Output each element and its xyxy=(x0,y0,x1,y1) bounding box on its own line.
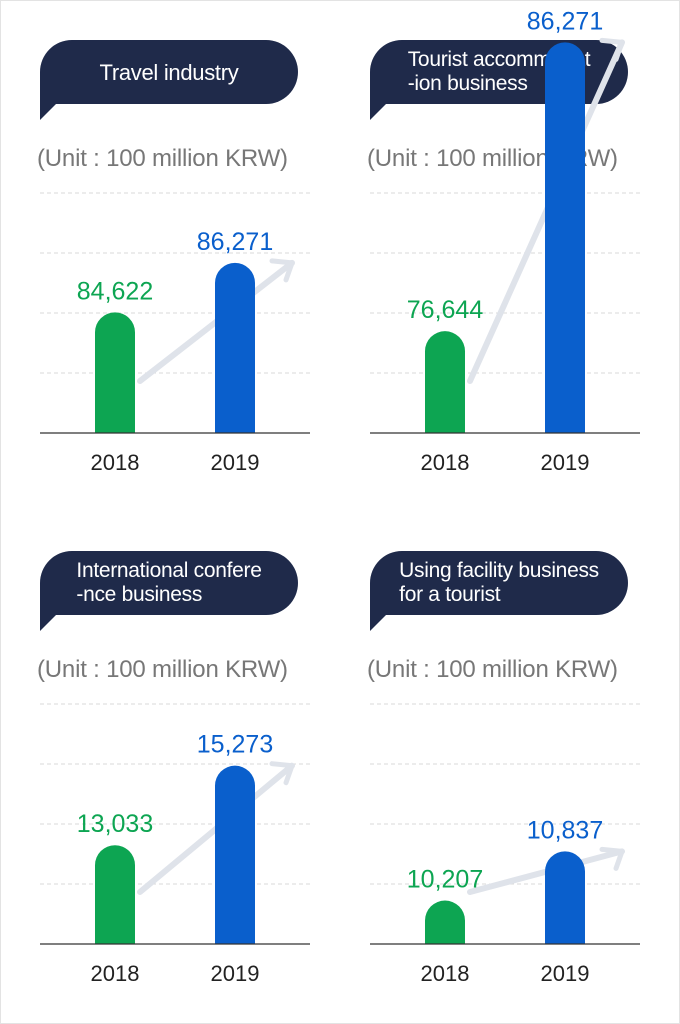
data-label-2019: 10,837 xyxy=(527,816,603,844)
data-label-2018: 76,644 xyxy=(407,296,484,324)
chart-title: Tourist accommodat -ion business xyxy=(407,48,591,95)
chart-title: International confere -nce business xyxy=(76,559,262,606)
unit-label: (Unit : 100 million KRW) xyxy=(37,656,288,683)
data-label-2019: 15,273 xyxy=(197,731,273,759)
unit-label: (Unit : 100 million KRW) xyxy=(367,656,618,683)
chart-plot: 10,207 2018 10,837 2019 xyxy=(370,701,640,986)
chart-title: Travel industry xyxy=(99,59,239,85)
title-tag-tail xyxy=(370,102,388,120)
x-tick-label-2018: 2018 xyxy=(421,961,470,986)
bar-2019 xyxy=(215,765,255,944)
x-tick-label-2019: 2019 xyxy=(541,961,590,986)
trend-arrow-head xyxy=(269,761,295,786)
bar-2019 xyxy=(545,42,585,434)
chart-panel-facility: Using facility business for a tourist (U… xyxy=(367,551,640,1021)
x-tick-label-2019: 2019 xyxy=(211,961,260,986)
x-tick-label-2018: 2018 xyxy=(91,961,140,986)
x-tick-label-2019: 2019 xyxy=(211,450,260,475)
x-tick-label-2018: 2018 xyxy=(91,450,140,475)
chart-plot: 76,644 2018 86,271 2019 xyxy=(370,7,640,475)
trend-arrow-head xyxy=(599,846,625,871)
x-tick-label-2019: 2019 xyxy=(541,450,590,475)
chart-panel-accommodation: Tourist accommodat -ion business (Unit :… xyxy=(367,7,640,510)
bar-chart: 76,644 2018 86,271 2019 xyxy=(370,7,640,475)
bar-2019 xyxy=(545,851,585,944)
chart-title: Using facility business for a tourist xyxy=(399,559,599,606)
bar-2019 xyxy=(215,262,255,433)
data-label-2018: 84,622 xyxy=(77,277,153,305)
chart-panel-conference: International confere -nce business (Uni… xyxy=(37,551,310,1021)
data-label-2018: 10,207 xyxy=(407,866,483,894)
data-label-2019: 86,271 xyxy=(197,228,273,256)
x-tick-label-2018: 2018 xyxy=(421,450,470,475)
chart-title-tag: Tourist accommodat -ion business xyxy=(370,40,628,104)
chart-title-tag: International confere -nce business xyxy=(40,551,298,615)
bar-chart: 84,622 2018 86,271 2019 xyxy=(40,192,310,475)
title-tag-tail xyxy=(40,102,58,120)
title-tag-tail xyxy=(40,613,58,631)
bar-2018 xyxy=(95,312,135,433)
trend-arrow-head xyxy=(599,37,625,62)
bar-2018 xyxy=(95,845,135,944)
unit-label: (Unit : 100 million KRW) xyxy=(37,145,288,172)
chart-plot: 84,622 2018 86,271 2019 xyxy=(40,190,310,475)
chart-plot: 13,033 2018 15,273 2019 xyxy=(40,701,310,986)
bar-2018 xyxy=(425,331,465,433)
trend-arrow-head xyxy=(269,258,295,283)
bar-2018 xyxy=(425,900,465,944)
bar-chart: 13,033 2018 15,273 2019 xyxy=(40,703,310,986)
title-tag-tail xyxy=(370,613,388,631)
chart-title-tag: Using facility business for a tourist xyxy=(370,551,628,615)
data-label-2018: 13,033 xyxy=(77,810,153,838)
chart-title-tag: Travel industry xyxy=(40,40,298,104)
data-label-2019: 86,271 xyxy=(527,7,603,35)
bar-chart: 10,207 2018 10,837 2019 xyxy=(370,703,640,986)
chart-panel-travel: Travel industry (Unit : 100 million KRW)… xyxy=(37,40,310,510)
